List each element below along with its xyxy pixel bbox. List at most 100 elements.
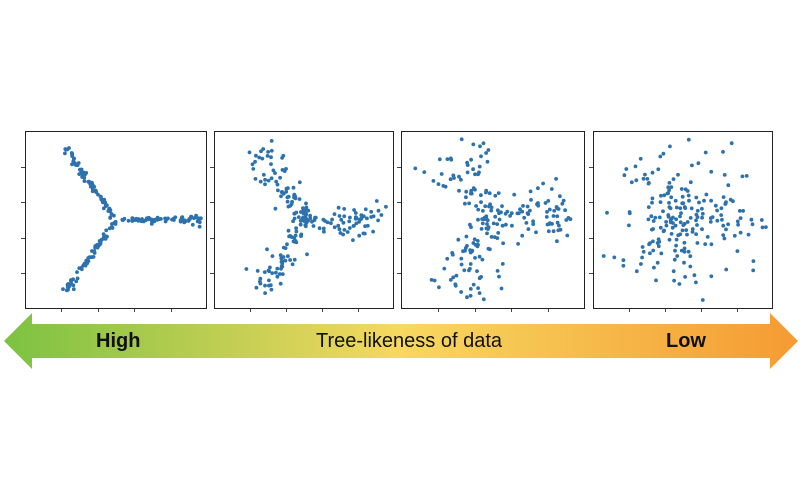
scatter-point: [700, 227, 704, 232]
scatter-point: [662, 228, 666, 233]
scatter-point: [601, 254, 606, 258]
scatter-point: [298, 218, 303, 223]
scatter-point: [353, 216, 358, 221]
scatter-point: [634, 269, 639, 274]
scatter-point: [194, 213, 199, 218]
scatter-point: [690, 227, 695, 231]
scatter-point: [477, 164, 482, 169]
scatter-point: [675, 254, 680, 258]
scatter-point: [254, 285, 259, 290]
scatter-point: [646, 217, 651, 222]
scatter-point: [369, 209, 374, 214]
scatter-point: [493, 214, 498, 219]
scatter-point: [365, 223, 370, 228]
scatter-point: [678, 232, 683, 237]
scatter-point: [363, 207, 368, 212]
scatter-point: [535, 202, 539, 207]
scatter-point: [280, 272, 285, 276]
scatter-point: [505, 209, 510, 214]
scatter-point: [469, 157, 473, 162]
scatter-point: [521, 204, 525, 208]
scatter-point: [290, 262, 295, 267]
scatter-point: [292, 192, 297, 197]
scatter-point: [273, 206, 278, 211]
scatter-point: [700, 211, 705, 216]
scatter-point: [273, 171, 277, 175]
scatter-point: [321, 226, 326, 231]
scatter-point: [376, 208, 381, 213]
scatter-point: [485, 222, 489, 226]
scatter-point: [179, 215, 184, 220]
scatter-panel-high: [21, 131, 207, 312]
scatter-point: [297, 180, 302, 185]
scatter-point: [709, 242, 714, 247]
scatter-point: [525, 204, 530, 209]
scatter-point: [670, 225, 675, 230]
scatter-point: [703, 150, 708, 155]
scatter-point: [546, 229, 551, 234]
scatter-point: [266, 150, 270, 154]
scatter-point: [664, 223, 669, 228]
scatter-point: [719, 213, 724, 217]
scatter-point: [294, 240, 299, 245]
scatter-point: [557, 223, 561, 228]
scatter-point: [641, 249, 646, 254]
scatter-point: [285, 195, 290, 200]
scatter-point: [656, 244, 661, 249]
scatter-point: [685, 232, 689, 237]
scatter-point: [741, 209, 745, 213]
scatter-point: [723, 202, 728, 206]
scatter-point: [371, 214, 376, 219]
scatter-point: [476, 286, 480, 290]
scatter-point: [495, 222, 500, 226]
scatter-point: [721, 195, 726, 199]
scatter-point: [694, 212, 699, 217]
scatter-point: [81, 173, 86, 177]
scatter-point: [270, 254, 275, 258]
scatter-point: [543, 201, 548, 205]
scatter-point: [682, 246, 687, 251]
scatter-point: [479, 193, 483, 198]
scatter-point: [282, 169, 287, 173]
scatter-point: [700, 298, 705, 302]
scatter-point: [439, 172, 444, 176]
scatter-point: [671, 269, 676, 274]
arrow-label-high: High: [96, 330, 141, 352]
scatter-point: [448, 278, 453, 282]
scatter-point: [672, 278, 676, 283]
scatter-point: [708, 220, 713, 224]
scatter-plot-low: [589, 131, 773, 312]
scatter-point: [329, 221, 333, 226]
scatter-point: [196, 216, 201, 221]
scatter-point: [294, 226, 298, 231]
scatter-point: [694, 195, 699, 200]
scatter-point: [64, 288, 69, 293]
scatter-point: [710, 215, 715, 219]
scatter-point: [348, 215, 352, 220]
scatter-point: [728, 197, 733, 202]
scatter-point: [702, 198, 706, 203]
scatter-point: [735, 249, 740, 253]
scatter-point: [108, 215, 113, 220]
scatter-point: [485, 231, 489, 236]
scatter-panel-low: [589, 131, 773, 312]
scatter-point: [688, 254, 693, 259]
scatter-point: [70, 154, 75, 158]
scatter-point: [73, 161, 77, 166]
scatter-point: [464, 234, 469, 239]
scatter-point: [247, 150, 252, 155]
scatter-point: [467, 201, 471, 206]
scatter-point: [278, 253, 283, 258]
scatter-point: [500, 204, 504, 208]
scatter-point: [695, 223, 699, 227]
scatter-point: [265, 247, 269, 252]
scatter-point: [669, 185, 674, 189]
scatter-point: [560, 201, 565, 206]
scatter-point: [721, 150, 725, 154]
scatter-point: [436, 182, 441, 186]
scatter-point: [654, 278, 658, 283]
scatter-point: [286, 254, 290, 259]
scatter-point: [362, 231, 367, 236]
scatter-point: [640, 255, 644, 260]
scatter-point: [724, 227, 728, 232]
